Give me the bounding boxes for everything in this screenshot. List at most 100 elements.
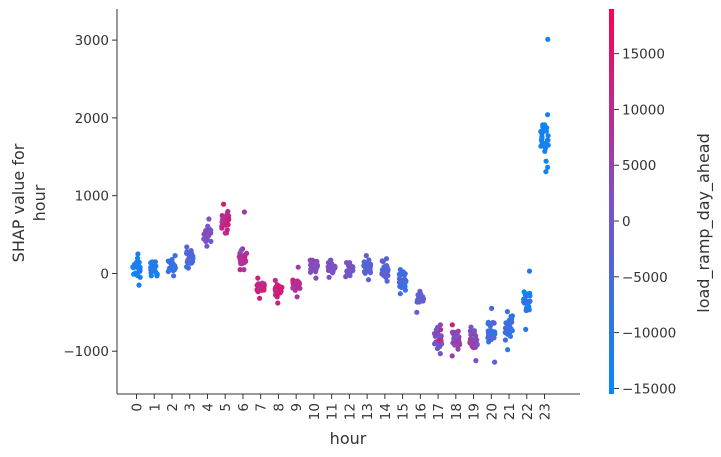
scatter-point [279, 284, 285, 290]
x-tick-label: 23 [538, 403, 554, 420]
scatter-point [473, 337, 479, 343]
scatter-point [221, 201, 227, 207]
scatter-point [471, 344, 477, 351]
scatter-point [437, 351, 443, 357]
colorbar-tick-label: −5000 [622, 270, 668, 286]
scatter-point [172, 253, 178, 259]
scatter-point [487, 330, 493, 336]
scatter-point [365, 277, 372, 283]
scatter-point [295, 264, 301, 270]
scatter-point [171, 273, 177, 279]
scatter-point [222, 217, 228, 223]
x-tick-label: 21 [502, 403, 518, 420]
scatter-point [467, 336, 474, 342]
scatter-point [402, 287, 408, 293]
scatter-point [184, 244, 190, 250]
scatter-point [241, 267, 247, 273]
scatter-point [257, 295, 263, 301]
y-axis-label-line-2: hour [30, 184, 49, 221]
scatter-point [545, 137, 551, 143]
colorbar-tick-label: 0 [622, 214, 631, 230]
scatter-point [314, 261, 320, 267]
y-tick-label: 2000 [75, 111, 109, 127]
x-axis-label: hour [330, 429, 367, 448]
scatter-point [204, 243, 210, 249]
scatter-point [313, 275, 319, 281]
scatter-point [525, 302, 531, 308]
scatter-point [452, 342, 458, 348]
scatter-point [383, 274, 389, 280]
x-tick-label: 14 [378, 403, 394, 420]
scatter-point [272, 277, 278, 283]
scatter-point [502, 337, 508, 343]
scatter-point [527, 293, 533, 299]
scatter-point [259, 280, 265, 286]
x-tick-label: 5 [218, 403, 234, 412]
scatter-point [539, 136, 545, 142]
x-tick-label: 7 [254, 403, 270, 412]
scatter-point [416, 299, 422, 305]
scatter-point [485, 319, 491, 325]
colorbar-tick-label: −15000 [622, 381, 676, 397]
scatter-point [184, 249, 190, 255]
scatter-point [151, 266, 157, 272]
scatter-point [237, 256, 243, 262]
scatter-point [313, 266, 319, 272]
scatter-point [256, 286, 262, 292]
scatter-point [543, 158, 549, 164]
x-tick-label: 6 [236, 403, 252, 412]
scatter-point [255, 281, 261, 287]
scatter-point [243, 258, 249, 264]
colorbar-label: load_ramp_day_ahead [694, 133, 714, 313]
scatter-point [379, 258, 385, 264]
x-tick-label: 12 [342, 403, 358, 420]
scatter-point [545, 142, 551, 148]
scatter-point [345, 262, 352, 269]
scatter-point [545, 164, 551, 170]
scatter-point [403, 279, 409, 285]
scatter-point [492, 359, 498, 365]
scatter-point [261, 284, 267, 290]
x-tick-label: 15 [396, 403, 412, 420]
y-tick-label: −1000 [63, 344, 109, 360]
colorbar-ticks: −15000 −10000 −5000 0 5000 10000 15000 [614, 47, 676, 397]
x-tick-label: 18 [449, 403, 465, 420]
x-tick-label: 13 [360, 403, 376, 420]
x-tick-label: 11 [325, 403, 341, 420]
scatter-point [396, 271, 402, 277]
axes [116, 9, 580, 395]
scatter-point [468, 324, 474, 330]
scatter-point [523, 326, 529, 332]
scatter-point [241, 209, 247, 215]
x-tick-label: 2 [165, 403, 181, 412]
colorbar-tick-label: 15000 [622, 47, 665, 63]
scatter-point [438, 327, 444, 333]
scatter-point [188, 253, 194, 259]
scatter-point [507, 333, 514, 339]
x-tick-label: 10 [307, 403, 323, 420]
scatter-point [136, 282, 142, 288]
scatter-point [439, 341, 445, 347]
scatter-point [273, 292, 279, 298]
colorbar-tick-label: 10000 [622, 102, 665, 118]
scatter-point [225, 208, 231, 215]
scatter-point [396, 279, 402, 285]
scatter-point [367, 261, 374, 267]
scatter-point [185, 259, 191, 265]
scatter-point [382, 270, 388, 276]
y-axis-label-line-1: SHAP value for [9, 143, 28, 262]
scatter-point [455, 346, 461, 352]
scatter-point [135, 251, 141, 257]
x-tick-label: 20 [484, 403, 500, 420]
scatter-point [237, 267, 243, 273]
scatter-point [432, 341, 438, 347]
scatter-point [184, 264, 190, 270]
scatter-point [506, 317, 512, 323]
scatter-point [401, 272, 407, 278]
scatter-point [361, 262, 367, 268]
x-tick-label: 3 [183, 403, 199, 412]
scatter-point [545, 133, 551, 139]
scatter-point [433, 327, 439, 333]
scatter-point [509, 313, 515, 319]
